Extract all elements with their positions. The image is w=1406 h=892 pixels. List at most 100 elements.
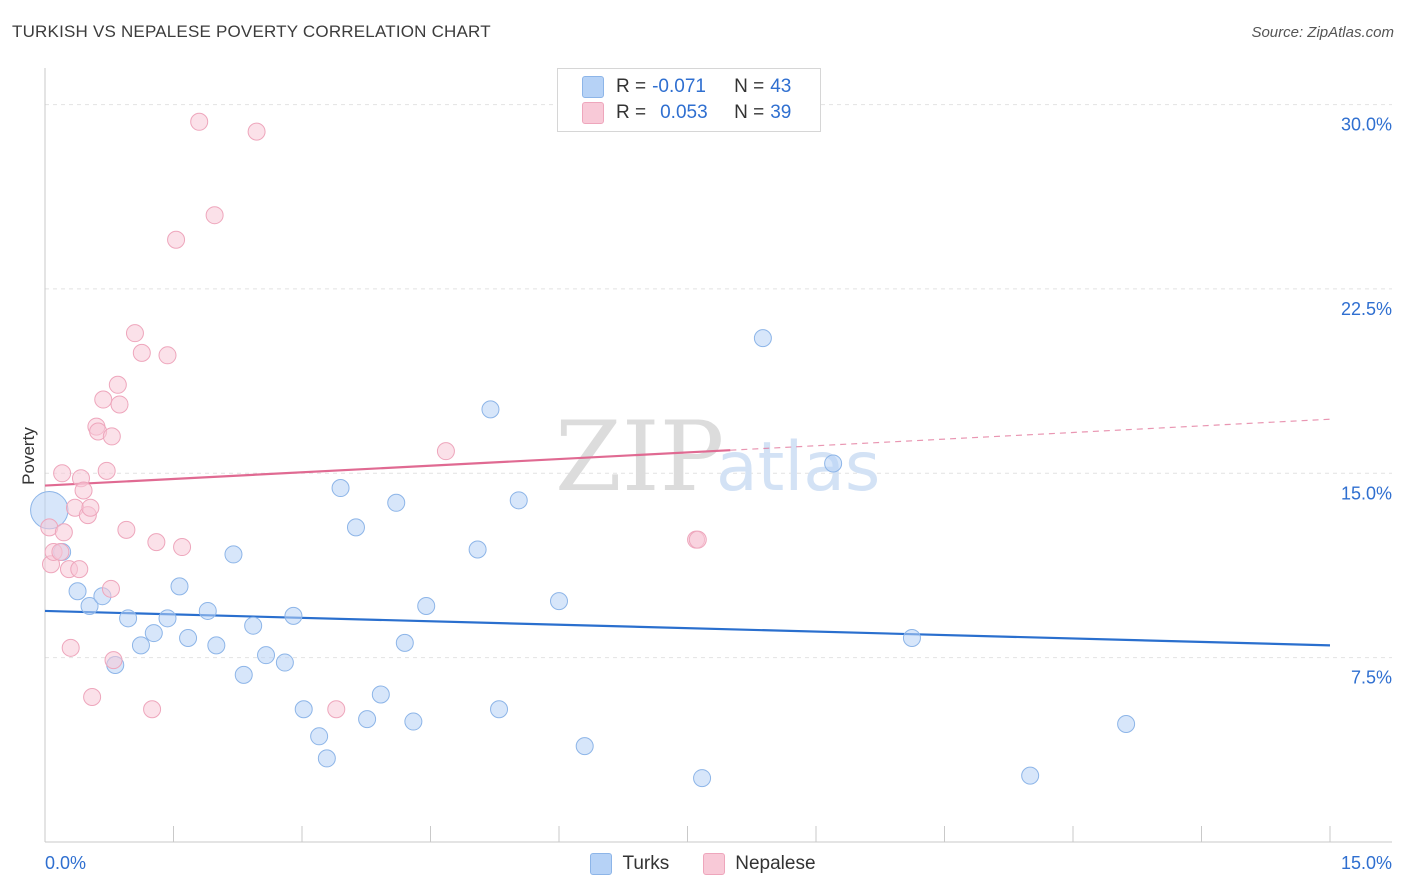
point-turks xyxy=(244,616,263,635)
point-nepalese xyxy=(70,560,89,579)
point-nepalese xyxy=(104,651,123,670)
point-nepalese xyxy=(173,538,192,557)
point-turks xyxy=(131,636,150,655)
chart-title: TURKISH VS NEPALESE POVERTY CORRELATION … xyxy=(12,22,491,41)
point-turks xyxy=(481,400,500,419)
point-turks xyxy=(119,609,138,628)
stats-row-turks: R = -0.071 N = 43 xyxy=(582,76,791,98)
r-label: R = xyxy=(616,76,647,97)
point-turks xyxy=(224,545,243,564)
point-turks xyxy=(317,749,336,768)
point-nepalese xyxy=(132,343,151,362)
point-turks xyxy=(902,628,921,647)
point-turks xyxy=(346,518,365,537)
legend-label-turks: Turks xyxy=(622,853,670,874)
point-turks xyxy=(824,454,843,473)
point-nepalese xyxy=(688,530,707,549)
tick-labels: 7.5% 15.0% 22.5% 30.0% 0.0% 15.0% xyxy=(45,115,1392,873)
point-turks xyxy=(257,646,276,665)
source-label: Source: ZipAtlas.com xyxy=(1251,24,1394,41)
point-nepalese xyxy=(327,700,346,719)
point-nepalese xyxy=(53,464,72,483)
turks-legend-swatch xyxy=(590,853,613,875)
r-label: R = xyxy=(616,102,647,123)
point-turks xyxy=(68,582,87,601)
nepalese-legend-swatch xyxy=(703,853,726,875)
point-nepalese xyxy=(97,461,116,480)
point-turks xyxy=(331,479,350,498)
point-turks xyxy=(371,685,390,704)
trend-lines xyxy=(44,418,1331,647)
point-turks xyxy=(509,491,528,510)
point-turks xyxy=(575,737,594,756)
r-value-nepalese: 0.053 xyxy=(660,102,708,123)
point-nepalese xyxy=(101,579,120,598)
point-turks xyxy=(170,577,189,596)
point-nepalese xyxy=(125,324,144,343)
point-nepalese xyxy=(51,542,70,561)
turks-swatch xyxy=(582,76,604,98)
r-value-turks: -0.071 xyxy=(652,76,706,97)
point-turks xyxy=(693,769,712,788)
x-tick-label: 15.0% xyxy=(1341,853,1392,873)
point-turks xyxy=(158,609,177,628)
point-turks xyxy=(80,597,99,616)
point-turks xyxy=(1117,715,1136,734)
point-turks xyxy=(275,653,294,672)
nepalese-swatch xyxy=(582,102,604,124)
y-tick-label: 15.0% xyxy=(1341,483,1392,503)
point-turks xyxy=(284,606,303,625)
point-turks xyxy=(294,700,313,719)
point-nepalese xyxy=(158,346,177,365)
y-tick-label: 22.5% xyxy=(1341,299,1392,319)
point-nepalese xyxy=(61,638,80,657)
point-nepalese xyxy=(102,427,121,446)
point-nepalese xyxy=(74,481,93,500)
x-tick-label: 0.0% xyxy=(45,853,86,873)
point-nepalese xyxy=(94,390,113,409)
legend-item-nepalese[interactable]: Nepalese xyxy=(703,850,816,878)
n-value-turks: 43 xyxy=(770,76,792,97)
data-points xyxy=(30,112,1136,788)
point-nepalese xyxy=(54,523,73,542)
point-turks xyxy=(753,329,772,348)
point-turks xyxy=(417,597,436,616)
point-nepalese xyxy=(83,687,102,706)
point-turks xyxy=(550,592,568,611)
point-nepalese xyxy=(167,230,186,249)
legend-item-turks[interactable]: Turks xyxy=(590,850,669,878)
legend-label-nepalese: Nepalese xyxy=(735,853,816,874)
point-nepalese xyxy=(117,520,136,539)
point-turks xyxy=(468,540,487,559)
y-tick-label: 7.5% xyxy=(1351,668,1392,688)
point-turks xyxy=(404,712,423,731)
trend-line-turks xyxy=(44,609,1331,647)
point-turks xyxy=(207,636,226,655)
n-label: N = xyxy=(734,102,765,123)
point-nepalese xyxy=(143,700,162,719)
stats-row-nepalese: R = 0.053 N = 39 xyxy=(582,102,791,124)
axes xyxy=(44,68,1392,843)
point-turks xyxy=(387,493,406,512)
y-tick-label: 30.0% xyxy=(1341,115,1392,135)
n-value-nepalese: 39 xyxy=(770,102,792,123)
n-label: N = xyxy=(734,76,765,97)
trend-line-nepalese xyxy=(44,449,731,487)
point-nepalese xyxy=(436,442,455,461)
point-nepalese xyxy=(190,112,209,131)
point-turks xyxy=(198,601,217,620)
point-turks xyxy=(1021,766,1040,785)
point-nepalese xyxy=(147,533,166,552)
watermark-atlas: atlas xyxy=(716,428,880,507)
point-nepalese xyxy=(81,498,100,517)
point-turks xyxy=(395,633,414,652)
point-turks xyxy=(234,665,253,684)
point-turks xyxy=(358,710,377,729)
watermark: ZIP atlas xyxy=(555,401,880,513)
y-axis-label: Poverty xyxy=(19,427,38,485)
point-nepalese xyxy=(110,395,129,414)
gridlines xyxy=(45,104,1392,659)
point-nepalese xyxy=(205,206,224,225)
stats-box: R = -0.071 N = 43 R = 0.053 N = 39 xyxy=(557,68,821,132)
